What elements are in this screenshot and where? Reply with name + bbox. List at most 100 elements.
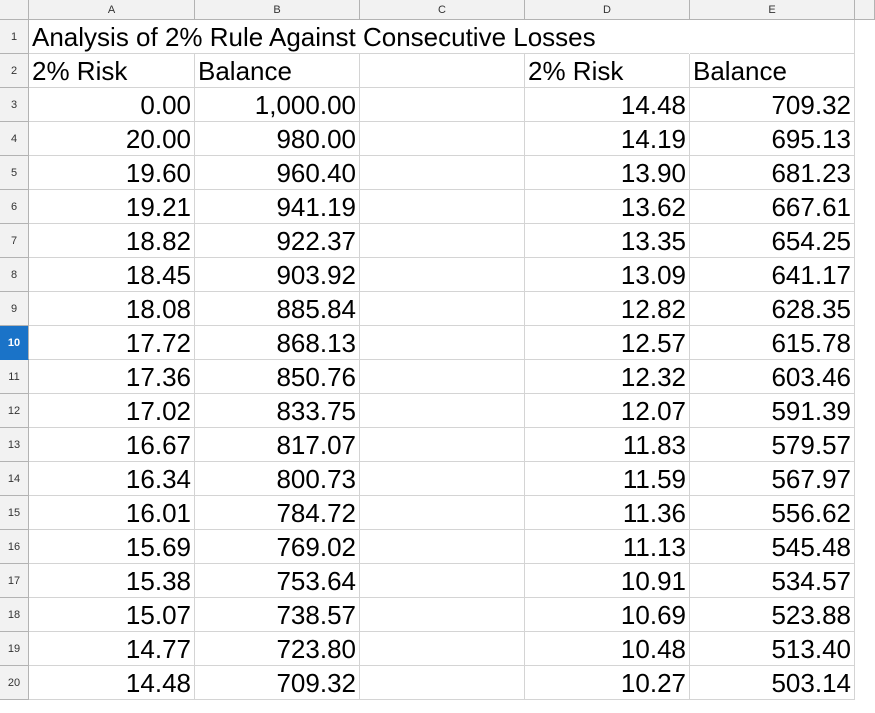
cell-e11[interactable]: 603.46: [690, 360, 855, 394]
cell-e18[interactable]: 523.88: [690, 598, 855, 632]
cell-b14[interactable]: 800.73: [195, 462, 360, 496]
cell-a9[interactable]: 18.08: [29, 292, 195, 326]
row-header-14[interactable]: 14: [0, 462, 29, 496]
cell-c4[interactable]: [360, 122, 525, 156]
cell-a18[interactable]: 15.07: [29, 598, 195, 632]
cell-b11[interactable]: 850.76: [195, 360, 360, 394]
cell-e14[interactable]: 567.97: [690, 462, 855, 496]
cell-d3[interactable]: 14.48: [525, 88, 690, 122]
row-header-13[interactable]: 13: [0, 428, 29, 462]
column-header-c[interactable]: C: [360, 0, 525, 20]
cell-d7[interactable]: 13.35: [525, 224, 690, 258]
cell-e8[interactable]: 641.17: [690, 258, 855, 292]
cell-c14[interactable]: [360, 462, 525, 496]
cell-d9[interactable]: 12.82: [525, 292, 690, 326]
cell-d19[interactable]: 10.48: [525, 632, 690, 666]
cell-a20[interactable]: 14.48: [29, 666, 195, 700]
cell-b15[interactable]: 784.72: [195, 496, 360, 530]
row-header-1[interactable]: 1: [0, 20, 29, 54]
cell-d11[interactable]: 12.32: [525, 360, 690, 394]
header-cell-b[interactable]: Balance: [195, 54, 360, 88]
cell-a15[interactable]: 16.01: [29, 496, 195, 530]
cell-b13[interactable]: 817.07: [195, 428, 360, 462]
cell-d18[interactable]: 10.69: [525, 598, 690, 632]
cell-b16[interactable]: 769.02: [195, 530, 360, 564]
cell-d8[interactable]: 13.09: [525, 258, 690, 292]
row-header-10[interactable]: 10: [0, 326, 29, 360]
cell-a7[interactable]: 18.82: [29, 224, 195, 258]
cell-a19[interactable]: 14.77: [29, 632, 195, 666]
cell-d4[interactable]: 14.19: [525, 122, 690, 156]
cell-c20[interactable]: [360, 666, 525, 700]
row-header-17[interactable]: 17: [0, 564, 29, 598]
cell-a16[interactable]: 15.69: [29, 530, 195, 564]
cell-a14[interactable]: 16.34: [29, 462, 195, 496]
cell-e3[interactable]: 709.32: [690, 88, 855, 122]
cell-b9[interactable]: 885.84: [195, 292, 360, 326]
row-header-19[interactable]: 19: [0, 632, 29, 666]
cell-a4[interactable]: 20.00: [29, 122, 195, 156]
cell-b17[interactable]: 753.64: [195, 564, 360, 598]
cell-e10[interactable]: 615.78: [690, 326, 855, 360]
row-header-16[interactable]: 16: [0, 530, 29, 564]
cell-c19[interactable]: [360, 632, 525, 666]
cell-a6[interactable]: 19.21: [29, 190, 195, 224]
sheet-title-cell[interactable]: Analysis of 2% Rule Against Consecutive …: [29, 20, 689, 54]
column-header-b[interactable]: B: [195, 0, 360, 20]
cell-b4[interactable]: 980.00: [195, 122, 360, 156]
cell-b10[interactable]: 868.13: [195, 326, 360, 360]
cell-b12[interactable]: 833.75: [195, 394, 360, 428]
cell-c13[interactable]: [360, 428, 525, 462]
column-header-d[interactable]: D: [525, 0, 690, 20]
cell-d12[interactable]: 12.07: [525, 394, 690, 428]
cell-e7[interactable]: 654.25: [690, 224, 855, 258]
cell-d5[interactable]: 13.90: [525, 156, 690, 190]
header-cell-e[interactable]: Balance: [690, 54, 855, 88]
row-header-9[interactable]: 9: [0, 292, 29, 326]
cell-b5[interactable]: 960.40: [195, 156, 360, 190]
cell-e16[interactable]: 545.48: [690, 530, 855, 564]
row-header-5[interactable]: 5: [0, 156, 29, 190]
cell-a8[interactable]: 18.45: [29, 258, 195, 292]
column-header-f[interactable]: [855, 0, 875, 20]
cell-e4[interactable]: 695.13: [690, 122, 855, 156]
cell-c2[interactable]: [360, 54, 525, 88]
cell-b6[interactable]: 941.19: [195, 190, 360, 224]
row-header-7[interactable]: 7: [0, 224, 29, 258]
row-header-3[interactable]: 3: [0, 88, 29, 122]
cell-c9[interactable]: [360, 292, 525, 326]
cell-e19[interactable]: 513.40: [690, 632, 855, 666]
cell-c16[interactable]: [360, 530, 525, 564]
cell-e5[interactable]: 681.23: [690, 156, 855, 190]
cell-d16[interactable]: 11.13: [525, 530, 690, 564]
row-header-15[interactable]: 15: [0, 496, 29, 530]
cell-d17[interactable]: 10.91: [525, 564, 690, 598]
cell-a10[interactable]: 17.72: [29, 326, 195, 360]
header-cell-a[interactable]: 2% Risk: [29, 54, 195, 88]
column-header-a[interactable]: A: [29, 0, 195, 20]
cell-d10[interactable]: 12.57: [525, 326, 690, 360]
cell-a17[interactable]: 15.38: [29, 564, 195, 598]
cell-c10[interactable]: [360, 326, 525, 360]
cell-b18[interactable]: 738.57: [195, 598, 360, 632]
cell-c12[interactable]: [360, 394, 525, 428]
row-header-8[interactable]: 8: [0, 258, 29, 292]
cell-d20[interactable]: 10.27: [525, 666, 690, 700]
cell-e17[interactable]: 534.57: [690, 564, 855, 598]
cell-a12[interactable]: 17.02: [29, 394, 195, 428]
cell-c7[interactable]: [360, 224, 525, 258]
cell-e1[interactable]: [690, 20, 855, 54]
cell-d13[interactable]: 11.83: [525, 428, 690, 462]
cell-c18[interactable]: [360, 598, 525, 632]
row-header-4[interactable]: 4: [0, 122, 29, 156]
row-header-18[interactable]: 18: [0, 598, 29, 632]
cell-c3[interactable]: [360, 88, 525, 122]
cell-b20[interactable]: 709.32: [195, 666, 360, 700]
cell-c6[interactable]: [360, 190, 525, 224]
row-header-12[interactable]: 12: [0, 394, 29, 428]
cell-a5[interactable]: 19.60: [29, 156, 195, 190]
cell-c5[interactable]: [360, 156, 525, 190]
cell-e13[interactable]: 579.57: [690, 428, 855, 462]
select-all-corner[interactable]: [0, 0, 29, 20]
cell-a3[interactable]: 0.00: [29, 88, 195, 122]
